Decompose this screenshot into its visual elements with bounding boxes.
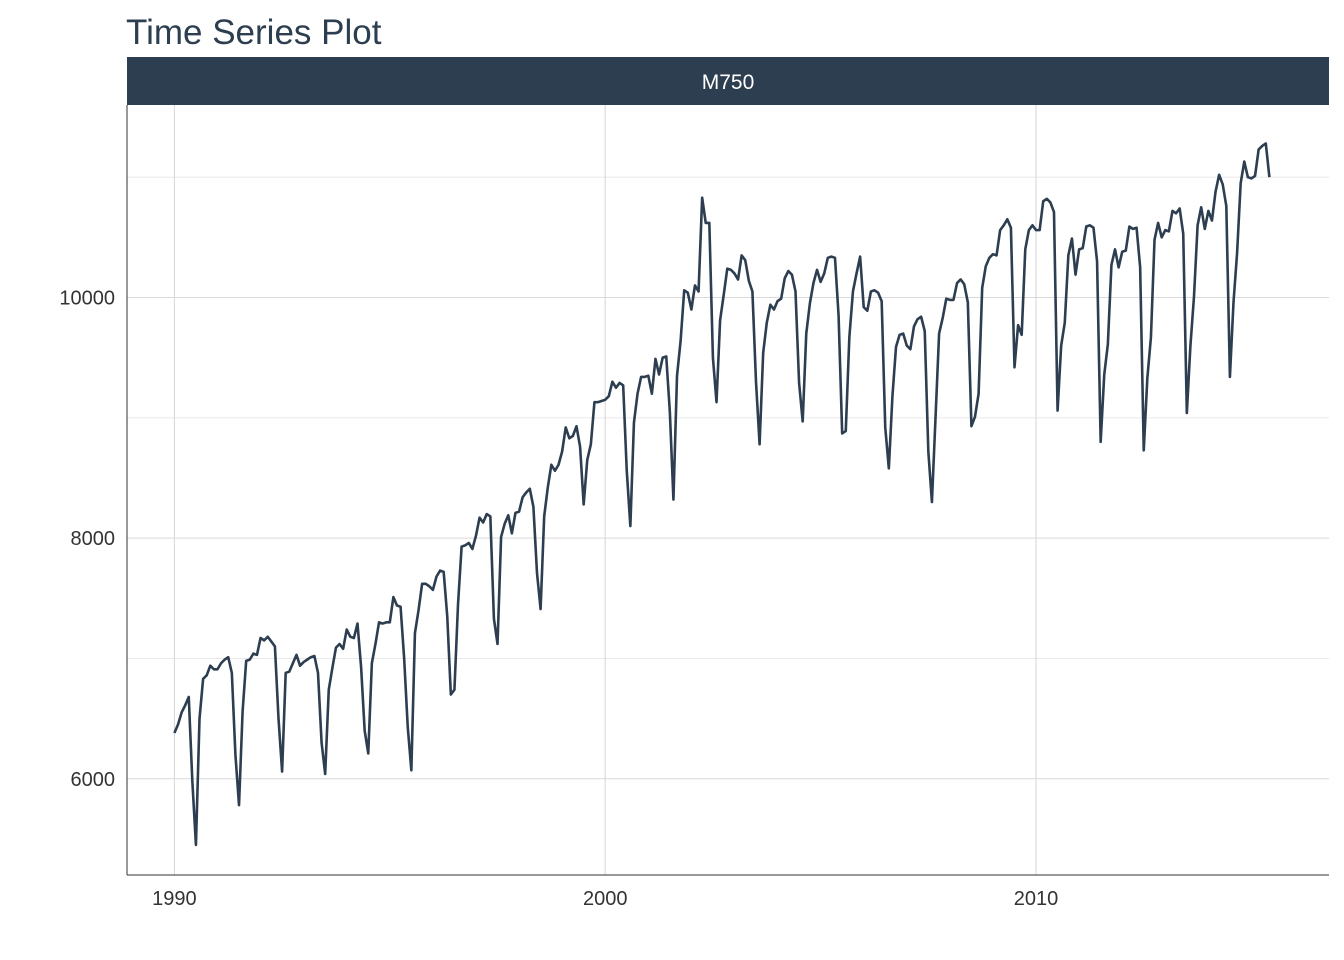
y-tick-label: 8000 [71, 528, 116, 550]
y-tick-label: 10000 [59, 288, 115, 310]
facet-strip-label: M750 [702, 71, 755, 94]
x-tick-label: 2010 [1014, 888, 1059, 910]
x-tick-label: 1990 [152, 888, 197, 910]
grid-lines [127, 105, 1329, 875]
chart-title: Time Series Plot [126, 13, 382, 52]
y-axis-ticks: 6000 8000 10000 [59, 288, 115, 791]
facet-strip [127, 57, 1329, 105]
series-group [173, 142, 1271, 847]
plot-panel [126, 105, 1329, 876]
x-axis-ticks: 1990 2000 2010 [152, 888, 1058, 910]
series-line [173, 142, 1271, 847]
x-tick-label: 2000 [583, 888, 628, 910]
y-tick-label: 6000 [71, 769, 116, 791]
